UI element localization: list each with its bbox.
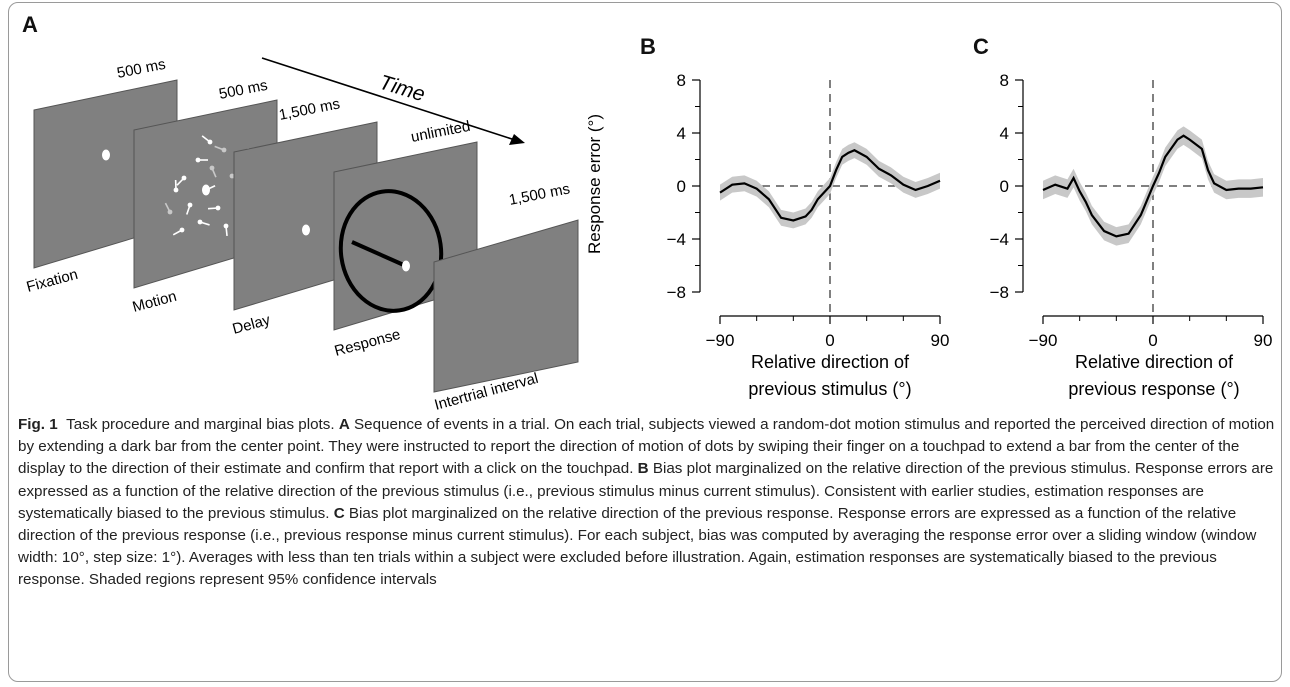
motion-dot	[229, 173, 235, 179]
y-tick-label: 8	[677, 71, 686, 90]
y-tick-label: 0	[1000, 177, 1009, 196]
motion-center-dot	[202, 184, 210, 196]
bias-series-line	[1042, 134, 1264, 238]
y-tick-label: −4	[990, 230, 1009, 249]
y-tick-label: −8	[667, 283, 686, 302]
time-arrow-head	[509, 134, 525, 145]
panel-letter-a: A	[22, 12, 38, 37]
caption-panel-c-text: Bias plot marginalized on the relative d…	[18, 504, 1257, 589]
caption-panel-b-text: Bias plot marginalized on the relative d…	[18, 460, 1274, 522]
motion-dot	[209, 165, 215, 171]
x-tick-label: 0	[825, 331, 834, 350]
time-arrow-line	[261, 57, 516, 141]
bias-plot-previous-stimulus: Response error (°) −8 −4 0 4 8 −90 0 90 Relati…	[585, 71, 950, 399]
y-tick-label: −8	[990, 283, 1009, 302]
motion-dot	[215, 205, 221, 211]
response-circle	[338, 189, 444, 313]
figure-frame	[8, 2, 1282, 682]
x-tick-label: 0	[1148, 331, 1157, 350]
x-axis-label-line2: previous stimulus (°)	[748, 379, 911, 399]
caption-panel-letter-c: C	[333, 504, 345, 522]
motion-dot	[173, 187, 179, 193]
bias-plot-previous-response: −8 −4 0 4 8 −90 0 90 Relative direction of pre…	[990, 71, 1273, 399]
motion-dot	[207, 139, 213, 145]
y-tick-label: 8	[1000, 71, 1009, 90]
motion-dot	[187, 202, 193, 208]
motion-dot	[197, 219, 203, 225]
motion-dot	[181, 175, 187, 181]
figure-caption: Fig. 1 Task procedure and marginal bias …	[18, 414, 1276, 592]
panel-letter-c: C	[973, 34, 989, 59]
caption-figure-label: Fig. 1	[18, 416, 58, 433]
response-bar	[351, 240, 407, 268]
x-tick-label: −90	[706, 331, 735, 350]
x-axis-label-line1: Relative direction of	[751, 352, 910, 372]
x-tick-label: 90	[931, 331, 950, 350]
caption-panel-letter-a: A	[338, 416, 350, 433]
task-procedure-diagram: Time 500 ms Fixation 500 ms Motion 1,500…	[25, 56, 579, 410]
y-tick-label: 4	[677, 124, 686, 143]
caption-title: Task procedure and marginal bias plots.	[66, 416, 335, 433]
panel-letter-b: B	[640, 34, 656, 59]
bias-series-line	[719, 149, 941, 222]
caption-panel-letter-b: B	[637, 460, 649, 478]
x-axis-label-line1: Relative direction of	[1075, 352, 1234, 372]
x-axis-label-line2: previous response (°)	[1068, 379, 1239, 399]
screen-intertrial-interval	[433, 219, 579, 393]
y-axis-label: Response error (°)	[585, 114, 604, 254]
y-tick-label: −4	[667, 230, 686, 249]
random-dot-motion-stimulus	[164, 135, 250, 237]
motion-dot	[195, 157, 201, 163]
x-tick-label: −90	[1029, 331, 1058, 350]
y-tick-label: 4	[1000, 124, 1009, 143]
fixation-dot	[102, 149, 110, 161]
motion-dot	[223, 223, 229, 229]
y-tick-label: 0	[677, 177, 686, 196]
motion-dot	[221, 147, 227, 153]
delay-dot	[302, 224, 310, 236]
caption-panel-a-text: Sequence of events in a trial. On each t…	[18, 416, 1275, 478]
motion-dot	[167, 209, 173, 215]
response-center-dot	[402, 260, 410, 272]
motion-dot	[179, 227, 185, 233]
x-tick-label: 90	[1254, 331, 1273, 350]
